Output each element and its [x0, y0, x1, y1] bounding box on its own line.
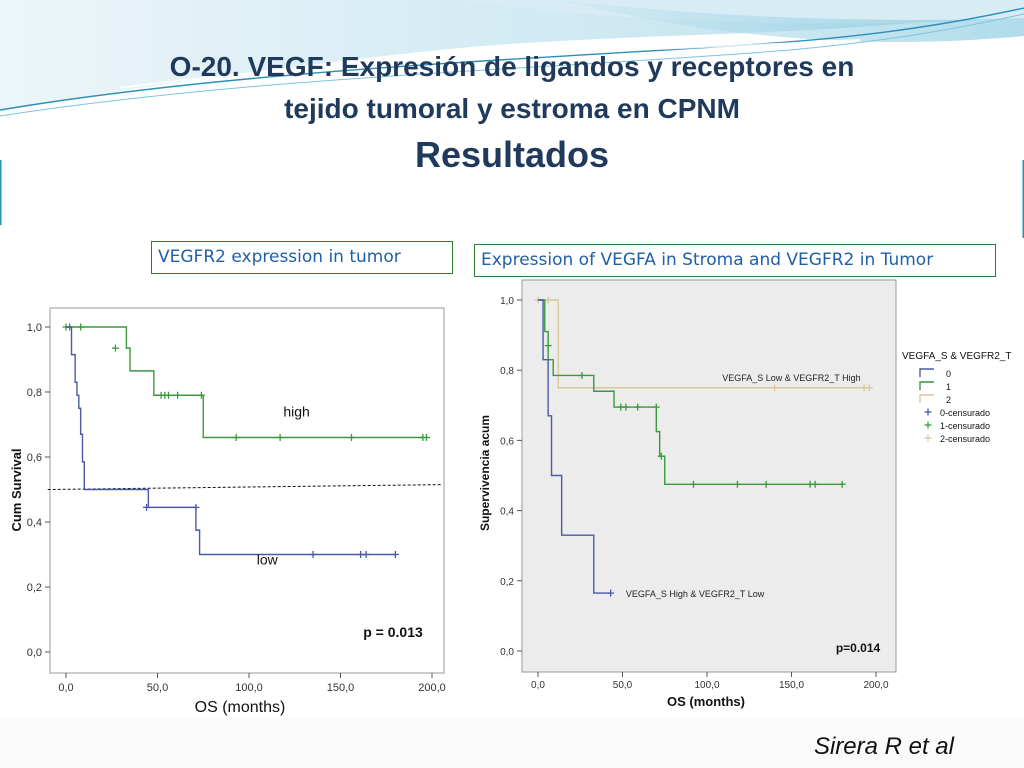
right-chart-title: Expression of VEGFA in Stroma and VEGFR2…	[474, 244, 996, 277]
median-reference-line	[47, 484, 442, 490]
legend-label-0: 0	[946, 369, 951, 379]
survival-line-0	[538, 299, 611, 594]
legend-label-2: 2	[946, 395, 951, 405]
x-tick-label: 150,0	[779, 680, 804, 691]
y-axis-label: Cum Survival	[9, 448, 24, 531]
y-tick-label: 0,2	[500, 577, 514, 588]
x-tick-label: 200,0	[418, 682, 446, 694]
legend: VEGFA_S & VEGFR2_T 0 1 2 0-censurado 1-censur…	[902, 351, 1011, 444]
legend-label-1: 1	[946, 382, 951, 392]
y-tick-label: 0,0	[500, 647, 514, 658]
legend-censor-label: 0-censurado	[940, 408, 990, 418]
y-tick-label: 0,6	[27, 452, 42, 464]
x-tick-label: 0,0	[58, 682, 73, 694]
left-chart-title: VEGFR2 expression in tumor	[151, 241, 453, 274]
curve-annotation: VEGFA_S Low & VEGFR2_T High	[722, 373, 860, 383]
p-value: p = 0.013	[363, 624, 423, 640]
legend-line-2	[919, 394, 934, 403]
y-tick-label: 0,2	[27, 582, 42, 594]
series-label-high: high	[283, 403, 309, 419]
x-tick-label: 100,0	[235, 682, 263, 694]
y-tick-label: 0,8	[27, 387, 42, 399]
author-credit: Sirera R et al	[813, 733, 954, 760]
legend-censor-label: 1-censurado	[940, 421, 990, 431]
survival-line-low	[66, 326, 396, 556]
y-tick-label: 0,4	[500, 507, 514, 518]
slide-title-line-1: O-20. VEGF: Expresión de ligandos y rece…	[169, 51, 855, 82]
survival-line-high	[66, 326, 425, 439]
series-label-low: low	[257, 551, 279, 567]
y-tick-label: 1,0	[27, 322, 42, 334]
x-tick-label: 50,0	[613, 680, 633, 691]
x-tick-label: 200,0	[863, 680, 888, 691]
curve-annotation: VEGFA_S High & VEGFR2_T Low	[626, 589, 765, 599]
slide-subtitle: Resultados	[414, 134, 610, 175]
p-value: p=0.014	[836, 641, 881, 655]
left-survival-chart: 0,0 0,2 0,4 0,6 0,8 1,0 0,0 50,0 100,0 150,0 200,0…	[9, 307, 446, 716]
x-axis-label: OS (months)	[667, 694, 745, 709]
x-tick-label: 50,0	[147, 682, 168, 694]
legend-line-0	[919, 368, 934, 377]
series-0	[538, 299, 615, 597]
y-tick-label: 1,0	[500, 296, 514, 307]
series-low	[66, 326, 399, 558]
right-survival-chart: 0,0 0,2 0,4 0,6 0,8 1,0 0,0 50,0 100,0 150,0 200,0…	[478, 279, 1011, 709]
left-chart-panel: VEGFR2 expression in tumor 0,0 0,2 0,4 0,6 0…	[0, 225, 462, 718]
y-axis-label: Supervivencia acum	[478, 415, 492, 531]
slide-title-line-2: tejido tumoral y estroma en CPNM	[284, 93, 740, 124]
y-tick-label: 0,6	[500, 436, 514, 447]
plot-area	[49, 307, 445, 674]
x-tick-label: 100,0	[694, 680, 719, 691]
y-tick-label: 0,8	[500, 366, 514, 377]
legend-title: VEGFA_S & VEGFR2_T	[902, 351, 1011, 362]
x-axis-label: OS (months)	[195, 699, 286, 716]
plot-area	[521, 279, 897, 673]
legend-censor-label: 2-censurado	[940, 434, 990, 444]
legend-line-1	[919, 381, 934, 390]
y-tick-label: 0,4	[27, 517, 42, 529]
y-tick-label: 0,0	[27, 647, 42, 659]
right-chart-panel: Expression of VEGFA in Stroma and VEGFR2…	[466, 238, 1024, 718]
x-tick-label: 150,0	[327, 682, 355, 694]
series-1	[538, 299, 846, 488]
x-tick-label: 0,0	[531, 680, 545, 691]
